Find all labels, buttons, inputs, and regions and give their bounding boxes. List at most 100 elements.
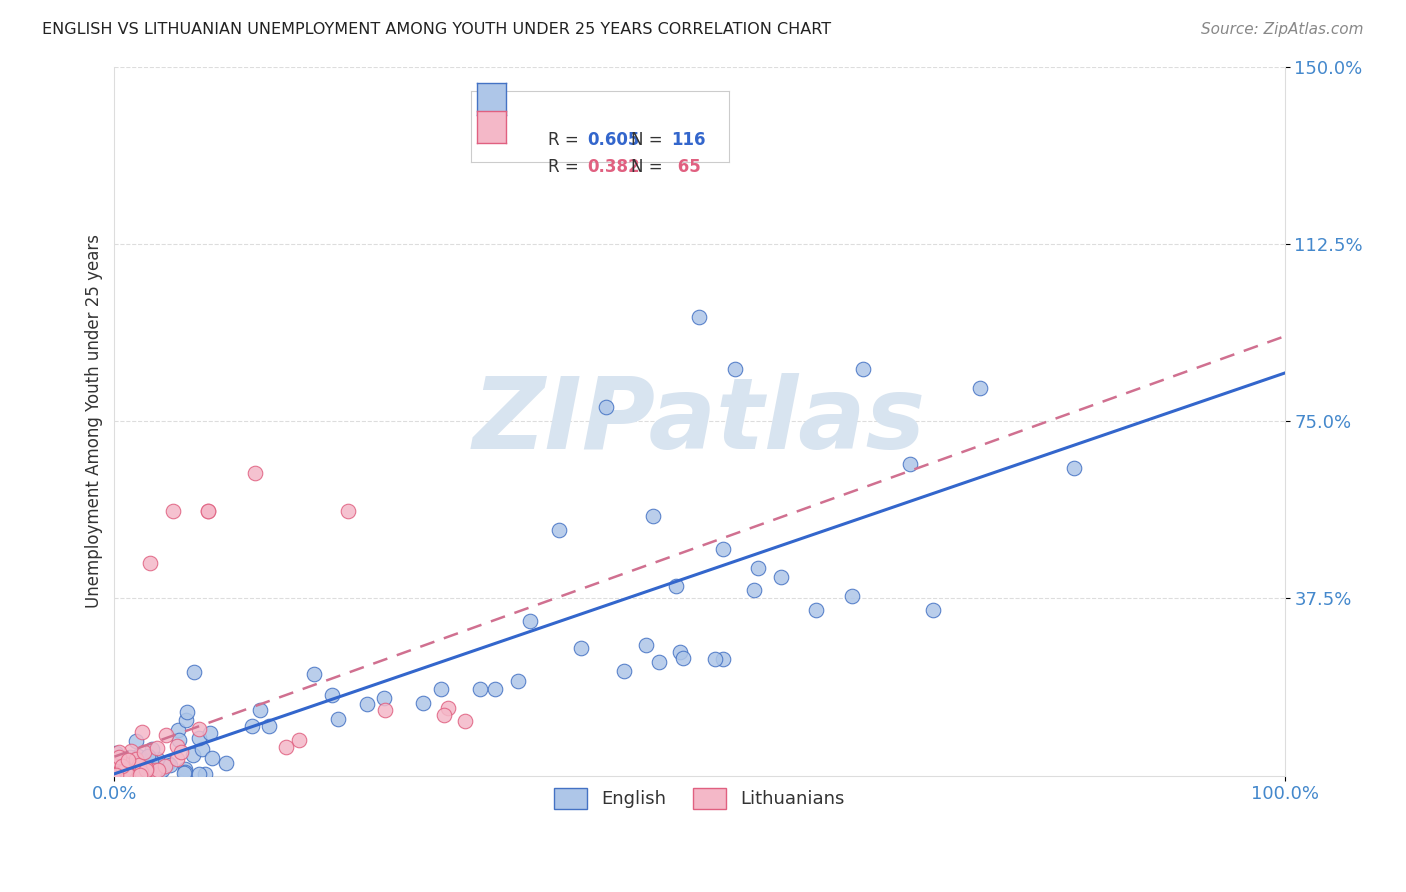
Point	[806, 603, 828, 617]
Point	[173, 762, 195, 776]
Point	[112, 754, 135, 768]
Point	[111, 756, 134, 771]
Point	[129, 753, 152, 767]
Point	[197, 504, 219, 518]
Point	[110, 758, 132, 772]
Point	[110, 763, 132, 777]
Point	[104, 768, 127, 782]
Point	[145, 763, 167, 777]
Point	[672, 650, 695, 665]
Point	[711, 652, 734, 666]
Point	[634, 638, 657, 652]
Text: ENGLISH VS LITHUANIAN UNEMPLOYMENT AMONG YOUTH UNDER 25 YEARS CORRELATION CHART: ENGLISH VS LITHUANIAN UNEMPLOYMENT AMONG…	[42, 22, 831, 37]
Point	[711, 541, 734, 556]
Point	[121, 754, 143, 768]
Point	[274, 740, 297, 755]
Point	[122, 763, 145, 777]
Point	[125, 762, 148, 776]
Point	[124, 765, 146, 780]
Point	[373, 691, 395, 706]
Point	[120, 766, 142, 780]
Point	[104, 765, 127, 780]
Point	[150, 764, 173, 778]
Point	[121, 763, 143, 777]
Point	[304, 666, 326, 681]
Point	[112, 764, 135, 779]
Point	[122, 761, 145, 775]
Text: 0.382: 0.382	[588, 159, 640, 177]
Point	[166, 752, 188, 766]
Point	[129, 763, 152, 777]
Point	[112, 764, 135, 778]
Point	[120, 744, 142, 758]
Point	[117, 760, 139, 774]
Point	[127, 748, 149, 763]
Point	[194, 766, 217, 780]
Point	[105, 765, 128, 780]
Point	[613, 664, 636, 678]
Point	[430, 681, 453, 696]
Point	[484, 681, 506, 696]
Point	[107, 766, 129, 780]
Point	[124, 759, 146, 773]
Point	[215, 756, 238, 770]
Point	[104, 768, 127, 782]
Point	[104, 765, 127, 780]
Point	[128, 768, 150, 782]
Point	[108, 746, 131, 760]
Point	[122, 753, 145, 767]
Point	[132, 745, 155, 759]
Point	[108, 765, 131, 780]
Point	[548, 523, 571, 537]
Point	[107, 763, 129, 777]
Point	[105, 764, 128, 779]
Point	[121, 763, 143, 777]
Point	[135, 767, 157, 781]
Point	[742, 583, 765, 598]
Point	[155, 758, 177, 772]
Point	[110, 768, 132, 782]
Point	[142, 767, 165, 781]
Point	[115, 762, 138, 776]
Point	[139, 754, 162, 768]
Point	[112, 765, 135, 780]
Point	[117, 768, 139, 782]
Point	[665, 579, 688, 593]
Point	[104, 766, 127, 780]
Point	[117, 767, 139, 781]
Point	[120, 764, 142, 779]
Point	[898, 457, 921, 471]
Point	[146, 752, 169, 766]
Point	[117, 759, 139, 773]
Point	[170, 745, 193, 759]
Point	[173, 765, 195, 780]
Point	[117, 764, 139, 779]
Point	[111, 759, 134, 773]
Text: R =: R =	[548, 159, 585, 177]
Point	[120, 760, 142, 774]
Point	[122, 764, 145, 779]
Point	[374, 703, 396, 717]
Point	[166, 739, 188, 753]
Point	[105, 755, 128, 769]
Point	[128, 757, 150, 772]
Point	[969, 381, 991, 395]
Point	[188, 722, 211, 736]
Point	[148, 767, 170, 781]
Point	[176, 705, 198, 719]
Point	[841, 589, 863, 603]
Point	[437, 701, 460, 715]
Point	[104, 753, 127, 767]
Point	[356, 697, 378, 711]
Point	[337, 504, 360, 518]
Point	[135, 761, 157, 775]
Point	[704, 652, 727, 666]
Point	[287, 733, 309, 747]
Point	[143, 756, 166, 771]
Point	[118, 767, 141, 781]
Point	[249, 703, 271, 717]
Text: N =: N =	[631, 131, 668, 149]
Point	[114, 766, 136, 780]
Point	[747, 560, 769, 574]
Text: Source: ZipAtlas.com: Source: ZipAtlas.com	[1201, 22, 1364, 37]
